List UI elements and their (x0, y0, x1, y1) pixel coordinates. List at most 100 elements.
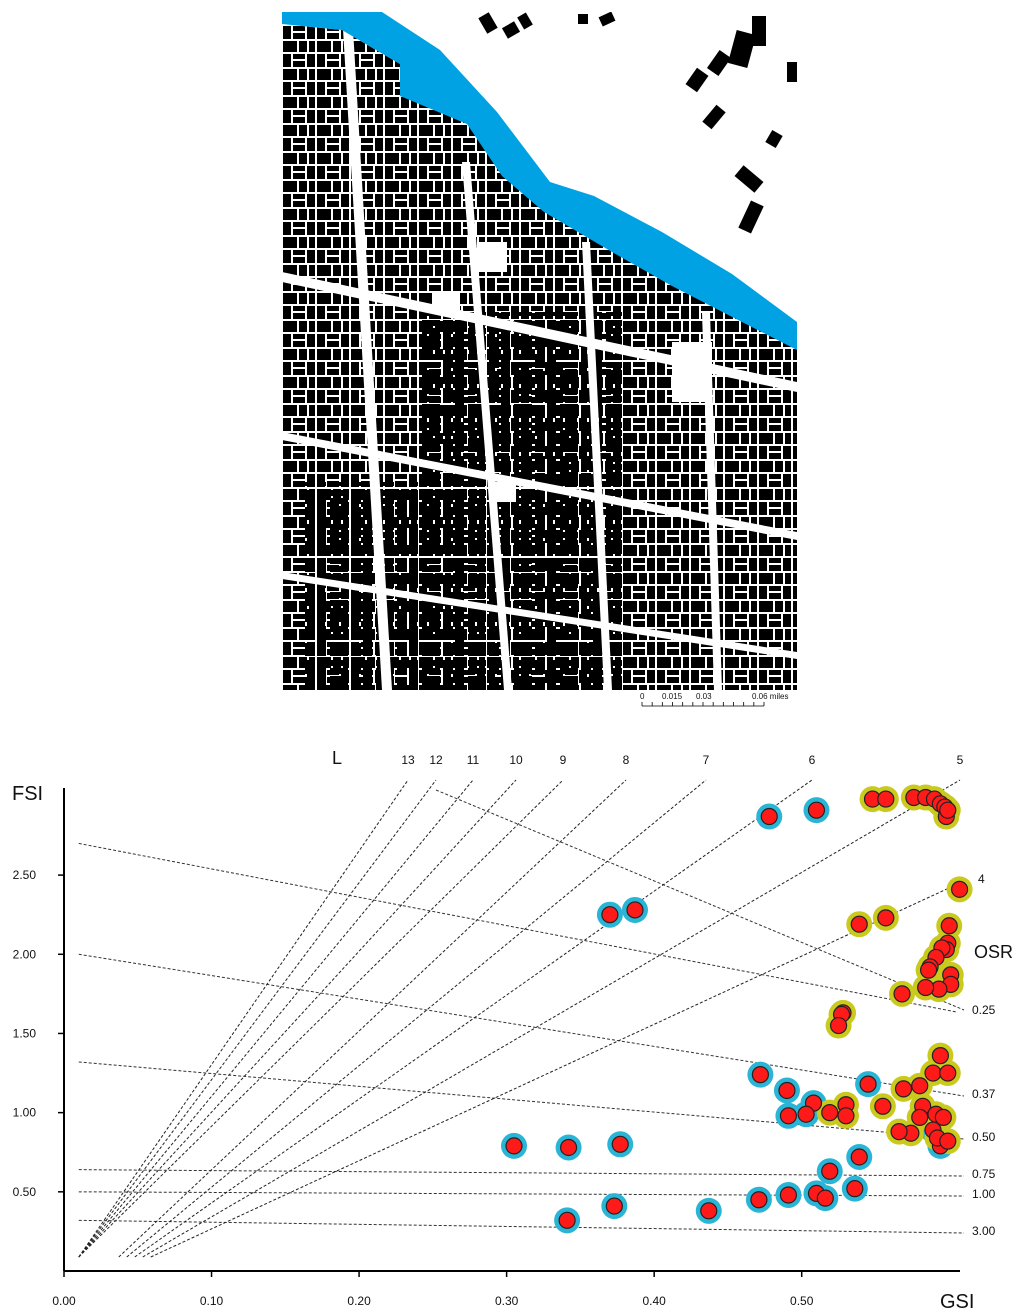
axes: 0.00 0.10 0.20 0.30 0.40 0.50 0.50 1.00 1.50 2.00… (13, 788, 960, 1308)
l-line-label: 7 (703, 753, 710, 767)
osr-line (78, 1219, 965, 1234)
osr-line (78, 953, 965, 1097)
data-point (779, 1186, 798, 1204)
osr-line (78, 1061, 965, 1140)
l-line (134, 779, 813, 1258)
data-point (919, 961, 938, 979)
point-halos (501, 784, 973, 1234)
data-points (505, 788, 969, 1229)
data-point (559, 1138, 578, 1157)
y-tick-label: 0.50 (13, 1185, 37, 1199)
l-line-label: 9 (560, 753, 567, 767)
x-tick-label: 0.50 (790, 1294, 814, 1308)
data-point (890, 1123, 908, 1141)
data-point (611, 1135, 629, 1153)
l-line-label: 8 (623, 753, 630, 767)
data-point (911, 1108, 929, 1126)
y-tick-label: 1.00 (13, 1106, 37, 1120)
osr-line-label: 0.37 (972, 1087, 996, 1101)
data-point (877, 790, 895, 808)
l-line (150, 881, 963, 1258)
data-point (917, 978, 935, 997)
y-axis-title: FSI (12, 783, 43, 805)
x-tick-label: 0.10 (200, 1294, 224, 1308)
l-line (126, 779, 707, 1258)
data-point (558, 1211, 576, 1229)
osr-line (78, 842, 957, 1013)
data-point (601, 906, 619, 924)
l-line-label: 4 (978, 872, 985, 886)
data-point (816, 1189, 834, 1207)
l-line (78, 779, 564, 1258)
osr-line-label: 0.50 (972, 1130, 996, 1144)
data-point (939, 1132, 957, 1150)
data-point (605, 1197, 623, 1215)
l-line (78, 779, 437, 1258)
scale-label-003: 0.03 (696, 692, 712, 701)
data-point (950, 880, 969, 898)
l-line (78, 779, 409, 1258)
l-line (142, 779, 961, 1258)
data-point (939, 801, 957, 819)
data-point (779, 1107, 798, 1125)
x-tick-label: 0.40 (642, 1294, 666, 1308)
osr-line (435, 789, 965, 1011)
osr-line-label: 0.25 (972, 1003, 996, 1017)
data-point (750, 1191, 768, 1209)
x-tick-label: 0.30 (495, 1294, 519, 1308)
data-point (846, 1180, 864, 1198)
data-point (821, 1104, 839, 1122)
l-line-label: 13 (401, 753, 415, 767)
y-tick-label: 2.50 (13, 868, 37, 882)
data-point (874, 1097, 892, 1115)
data-point (877, 909, 895, 927)
data-point (760, 807, 778, 826)
x-axis-title: GSI (940, 1291, 974, 1311)
data-point (829, 1016, 848, 1035)
data-point (931, 1047, 949, 1065)
data-point (751, 1066, 769, 1084)
data-point (821, 1162, 839, 1180)
l-lines: 13 12 11 10 9 8 7 6 5 4 (78, 753, 985, 1258)
data-point (778, 1081, 796, 1100)
river (282, 12, 797, 350)
data-point (939, 1064, 957, 1082)
data-point (940, 917, 958, 935)
data-point (893, 985, 911, 1003)
scale-bar: 0 0.015 0.03 0.06 miles (640, 692, 788, 707)
data-point (859, 1075, 877, 1093)
data-point (700, 1202, 718, 1220)
data-point (837, 1107, 855, 1125)
data-point (911, 1077, 929, 1095)
l-line-label: 11 (467, 753, 480, 767)
l-lines-title: L (332, 748, 342, 768)
l-line (78, 779, 517, 1258)
l-line (78, 779, 474, 1258)
data-point (924, 1064, 942, 1082)
l-line-label: 6 (809, 753, 816, 767)
data-point (850, 915, 868, 933)
figure-ground-map (282, 12, 797, 690)
data-point (807, 801, 826, 819)
osr-line-label: 1.00 (972, 1187, 996, 1201)
l-line (118, 779, 627, 1258)
x-tick-label: 0.20 (347, 1294, 371, 1308)
l-line-label: 10 (509, 753, 523, 767)
l-line-label: 5 (957, 753, 964, 767)
x-tick-label: 0.00 (52, 1294, 76, 1308)
l-line-label: 12 (429, 753, 443, 767)
scale-label-0015: 0.015 (662, 692, 683, 701)
data-point (797, 1105, 815, 1123)
data-point (850, 1148, 868, 1166)
data-point (934, 1108, 952, 1126)
y-tick-label: 1.50 (13, 1026, 37, 1040)
osr-lines: 0.25 0.37 0.50 0.75 1.00 3.00 (78, 789, 996, 1238)
osr-line-label: 3.00 (972, 1224, 996, 1238)
osr-line-label: 0.75 (972, 1167, 996, 1181)
data-point (505, 1137, 523, 1155)
scale-label-006: 0.06 miles (752, 692, 788, 701)
osr-lines-title: OSR (974, 942, 1013, 962)
spacemate-chart: 0.250.370.500.751.003.00 13 12 11 10 9 8 7 6 54 … (12, 748, 1013, 1311)
scale-label-0: 0 (640, 692, 645, 701)
buildings-across-river (478, 12, 797, 234)
